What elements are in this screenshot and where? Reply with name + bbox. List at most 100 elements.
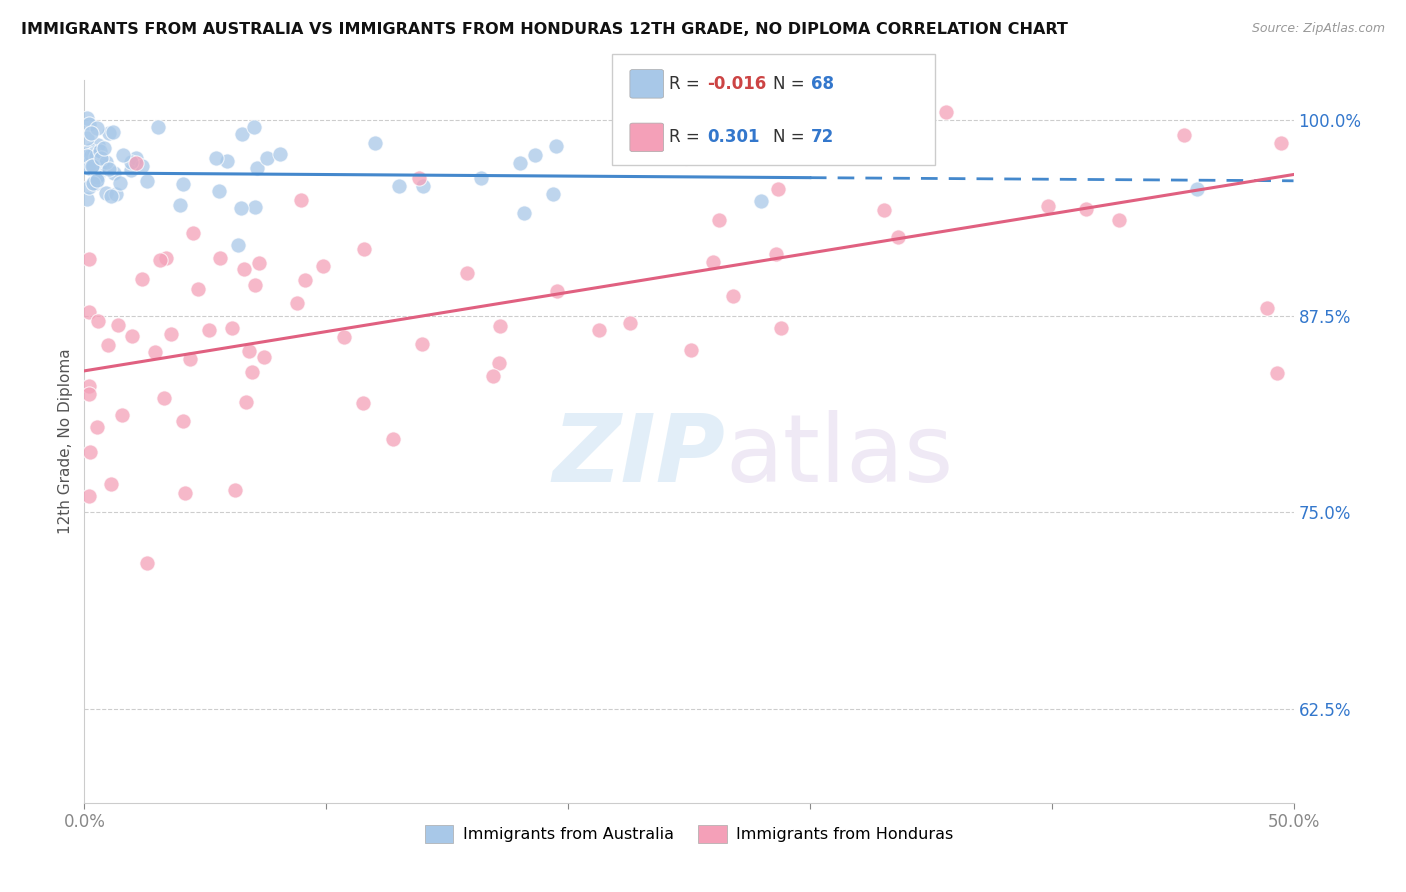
Point bbox=[215, 154, 238, 169]
Point bbox=[131, 272, 153, 286]
Point bbox=[76, 192, 98, 206]
Point bbox=[482, 369, 505, 384]
Point bbox=[149, 253, 172, 268]
Point bbox=[86, 121, 108, 136]
Point bbox=[135, 174, 157, 188]
Point bbox=[256, 151, 278, 165]
Point bbox=[1036, 199, 1059, 213]
Point bbox=[91, 156, 114, 170]
Point bbox=[86, 419, 108, 434]
Point bbox=[541, 187, 564, 202]
Point bbox=[1270, 136, 1292, 150]
Point bbox=[709, 212, 731, 227]
Point bbox=[80, 159, 103, 173]
Point bbox=[89, 144, 111, 158]
Point bbox=[120, 155, 142, 169]
Point bbox=[121, 329, 143, 343]
Point bbox=[242, 120, 264, 135]
Point bbox=[87, 137, 110, 152]
Point bbox=[253, 350, 276, 364]
Text: R =: R = bbox=[669, 75, 706, 93]
Point bbox=[143, 345, 166, 359]
Point bbox=[873, 203, 896, 218]
Point bbox=[100, 189, 122, 203]
Point bbox=[751, 194, 773, 208]
Point bbox=[408, 170, 430, 185]
Text: 0.301: 0.301 bbox=[707, 128, 759, 146]
Point bbox=[76, 111, 98, 125]
Point bbox=[79, 180, 101, 194]
Point bbox=[84, 176, 107, 190]
Point bbox=[136, 556, 159, 570]
Point bbox=[702, 254, 724, 268]
Point bbox=[1267, 367, 1289, 381]
Point bbox=[198, 323, 221, 337]
Point bbox=[887, 230, 910, 244]
Point bbox=[98, 161, 121, 176]
Point bbox=[353, 396, 375, 410]
Point bbox=[1256, 301, 1278, 315]
Point bbox=[509, 156, 531, 170]
Point bbox=[111, 409, 134, 423]
Point bbox=[246, 161, 269, 175]
Point bbox=[412, 179, 434, 194]
Point bbox=[187, 282, 209, 296]
Point bbox=[100, 476, 122, 491]
Text: 68: 68 bbox=[811, 75, 834, 93]
Point bbox=[226, 238, 249, 252]
Point bbox=[240, 365, 263, 379]
Point bbox=[87, 161, 110, 175]
Point bbox=[148, 120, 170, 134]
Point bbox=[97, 338, 120, 352]
Point bbox=[619, 316, 641, 330]
Point bbox=[588, 323, 610, 337]
Point bbox=[93, 141, 115, 155]
Point bbox=[96, 186, 118, 200]
Point bbox=[77, 117, 100, 131]
Point bbox=[131, 159, 153, 173]
Point bbox=[77, 305, 100, 319]
Point bbox=[174, 485, 197, 500]
Point bbox=[77, 387, 100, 401]
Text: N =: N = bbox=[773, 75, 810, 93]
Point bbox=[363, 136, 385, 150]
Point bbox=[84, 149, 107, 163]
Point bbox=[721, 289, 744, 303]
Point bbox=[205, 151, 228, 165]
Point bbox=[169, 197, 191, 211]
Point bbox=[243, 278, 266, 293]
Point bbox=[89, 160, 111, 174]
Point bbox=[79, 445, 101, 459]
Point bbox=[456, 266, 478, 280]
Point bbox=[101, 125, 124, 139]
Point bbox=[82, 176, 104, 190]
Point bbox=[333, 330, 356, 344]
Point bbox=[231, 127, 253, 141]
Text: N =: N = bbox=[773, 128, 810, 146]
Point bbox=[108, 176, 131, 190]
Point bbox=[382, 432, 405, 446]
Point bbox=[80, 148, 103, 162]
Point bbox=[208, 252, 231, 266]
Point bbox=[86, 173, 108, 187]
Point bbox=[77, 252, 100, 266]
Point bbox=[1185, 182, 1208, 196]
Point bbox=[83, 146, 105, 161]
Point bbox=[87, 314, 110, 328]
Point bbox=[513, 205, 536, 219]
Point bbox=[769, 321, 792, 335]
Point bbox=[353, 242, 375, 256]
Point bbox=[285, 296, 308, 310]
Point bbox=[488, 356, 510, 370]
Point bbox=[675, 151, 697, 165]
Point bbox=[125, 155, 148, 169]
Point bbox=[153, 392, 176, 406]
Point bbox=[247, 255, 270, 269]
Point bbox=[125, 152, 148, 166]
Point bbox=[224, 483, 246, 498]
Point bbox=[98, 126, 121, 140]
Point bbox=[82, 159, 104, 173]
Point bbox=[1108, 212, 1130, 227]
Point bbox=[235, 395, 257, 409]
Point bbox=[103, 166, 125, 180]
